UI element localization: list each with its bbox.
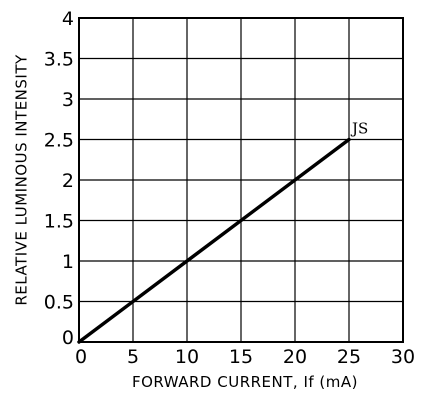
y-tick-label: 1.5 <box>44 211 74 233</box>
y-tick-label: 0 <box>62 327 74 349</box>
y-tick-label: 2.5 <box>44 130 74 152</box>
x-tick-label: 0 <box>75 346 87 368</box>
x-tick-label: 20 <box>283 346 307 368</box>
y-tick-labels: 0 0.5 1 1.5 2 2.5 3 3.5 4 <box>44 8 74 349</box>
y-tick-label: 0.5 <box>44 292 74 314</box>
series-line <box>77 137 351 344</box>
y-tick-label: 3.5 <box>44 49 74 71</box>
y-tick-label: 2 <box>62 170 74 192</box>
series-annotation-label: JS <box>350 120 368 138</box>
series-layer <box>77 137 351 344</box>
x-tick-label: 15 <box>229 346 253 368</box>
x-tick-label: 10 <box>175 346 199 368</box>
x-tick-label: 25 <box>337 346 361 368</box>
x-tick-label: 30 <box>391 346 415 368</box>
grid <box>79 18 403 342</box>
y-tick-label: 3 <box>62 89 74 111</box>
y-tick-label: 4 <box>62 8 74 30</box>
y-axis-label: RELATIVE LUMINOUS INTENSITY <box>13 54 31 306</box>
x-axis-label: FORWARD CURRENT, If (mA) <box>132 373 358 391</box>
x-tick-label: 5 <box>127 346 139 368</box>
plot-frame <box>78 17 404 343</box>
y-tick-label: 1 <box>62 251 74 273</box>
x-tick-labels: 0 5 10 15 20 25 30 <box>75 346 415 368</box>
